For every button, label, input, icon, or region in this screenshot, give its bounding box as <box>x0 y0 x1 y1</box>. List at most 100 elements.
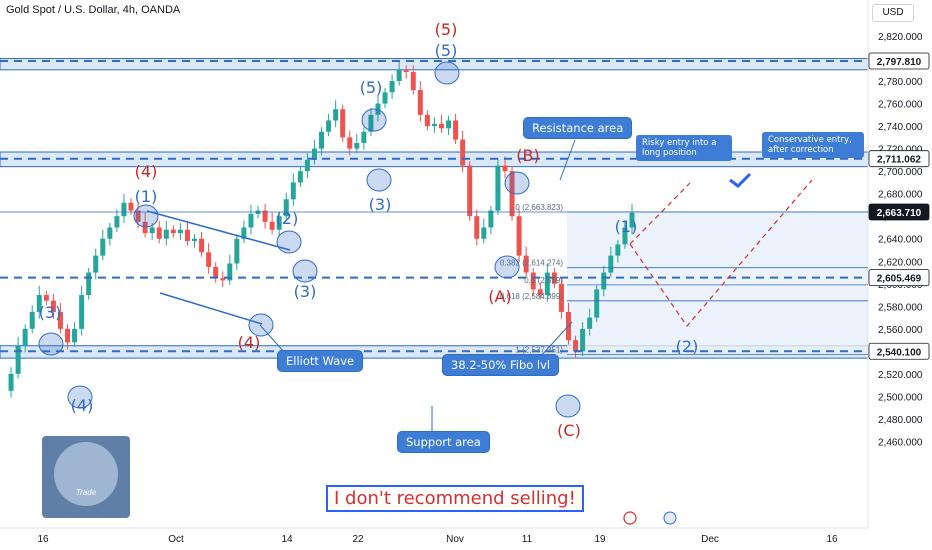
wave-marker <box>434 61 460 85</box>
candle-body <box>262 210 268 222</box>
candle-body <box>544 272 550 296</box>
resistance-area-note: Resistance area <box>524 118 632 138</box>
candle-body <box>170 229 176 234</box>
wave-marker <box>38 332 64 356</box>
wave-label: (A) <box>488 287 511 306</box>
fib-label: 0 (2,663.823) <box>515 203 563 212</box>
candle-body <box>43 295 49 301</box>
candle-body <box>107 227 113 239</box>
candle-body <box>241 227 247 239</box>
flash-icon <box>623 511 637 525</box>
x-tick-label: 16 <box>826 534 838 545</box>
projection-path <box>629 179 813 327</box>
flag-icon <box>663 511 677 525</box>
candle-body <box>269 221 275 230</box>
candle-body <box>311 148 317 160</box>
candle-body <box>361 131 367 143</box>
resistance-pointer <box>559 139 576 181</box>
candle-body <box>488 210 494 228</box>
candle-body <box>206 252 212 267</box>
candle-body <box>502 165 508 172</box>
y-tick-label: 2,720.000 <box>878 145 923 156</box>
wave-marker <box>494 255 520 279</box>
warning-banner: I don't recommend selling! <box>326 485 584 512</box>
candle-body <box>220 278 226 281</box>
candle-body <box>283 199 289 217</box>
candle-body <box>615 244 621 256</box>
fibonacci-zone <box>567 211 868 355</box>
candle-body <box>93 255 99 273</box>
price-level-tag <box>868 203 930 221</box>
risky-entry-note: Risky entry into a long position <box>636 135 732 161</box>
y-tick-label: 2,740.000 <box>878 122 923 133</box>
y-tick-label: 2,460.000 <box>878 437 923 448</box>
candle-body <box>431 123 437 127</box>
wave-label: (1) <box>135 187 158 206</box>
y-tick-label: 2,820.000 <box>878 32 923 43</box>
channel-upper-line <box>146 210 291 251</box>
candle-body <box>114 216 120 228</box>
candle-body <box>184 229 190 241</box>
candle-body <box>192 238 198 241</box>
fib-label: 1 (2,537.351) <box>515 345 563 354</box>
author-avatar: Trade <box>42 436 130 518</box>
candle-body <box>100 238 106 256</box>
wave-marker <box>361 108 387 132</box>
wave-label: (1) <box>615 217 638 236</box>
price-level-tag <box>868 150 930 168</box>
candle-body <box>587 317 593 329</box>
candle-body <box>573 340 579 352</box>
candle-body <box>177 229 183 234</box>
currency-selector[interactable]: USD <box>872 4 914 22</box>
x-tick-label: 22 <box>352 534 364 545</box>
candle-body <box>382 92 388 104</box>
support-area-note: Support area <box>398 432 489 452</box>
x-tick-label: 11 <box>522 534 533 545</box>
candle-body <box>495 165 501 211</box>
candle-body <box>57 311 63 329</box>
y-tick-label: 2,700.000 <box>878 167 923 178</box>
price-level-tag <box>868 269 930 287</box>
candle-body <box>8 373 14 391</box>
candle-body <box>474 216 480 239</box>
check-mark-icon <box>729 172 752 188</box>
candle-body <box>22 328 28 346</box>
candle-body <box>530 272 536 290</box>
x-tick-label: 19 <box>594 534 606 545</box>
wave-label: (C) <box>557 421 581 440</box>
price-level-label: 2,711.062 <box>877 155 921 166</box>
candle-body <box>290 182 296 200</box>
price-level-label: 2,605.469 <box>877 274 922 285</box>
candle-body <box>580 328 586 352</box>
wave-marker <box>292 259 318 283</box>
candle-body <box>523 255 529 273</box>
candle-body <box>326 120 332 132</box>
candle-body <box>72 328 78 343</box>
candle-body <box>121 202 127 217</box>
wave-marker <box>366 168 392 192</box>
candle-body <box>248 213 254 228</box>
logo-text: Trade <box>75 488 97 497</box>
candle-body <box>424 114 430 127</box>
candle-body <box>410 72 416 91</box>
candle-body <box>509 171 515 217</box>
y-tick-label: 2,560.000 <box>878 325 923 336</box>
price-level-label: 2,540.100 <box>877 347 922 358</box>
y-tick-label: 2,760.000 <box>878 100 923 111</box>
candle-body <box>347 137 353 149</box>
x-tick-label: 14 <box>281 534 293 545</box>
wave-marker <box>67 385 93 409</box>
fib-label: 0.5 (2,599) <box>524 276 563 285</box>
x-tick-label: 16 <box>37 534 49 545</box>
candle-body <box>86 272 92 296</box>
candle-body <box>276 216 282 230</box>
wave-label: (5) <box>435 41 458 60</box>
price-level-label: 2,797.810 <box>877 57 922 68</box>
candle-body <box>156 227 162 239</box>
fib-label: 0.618 (2,584.899) <box>500 292 563 301</box>
candle-body <box>403 69 409 73</box>
y-tick-label: 2,620.000 <box>878 257 923 268</box>
candle-body <box>297 171 303 183</box>
candle-body <box>340 109 346 138</box>
